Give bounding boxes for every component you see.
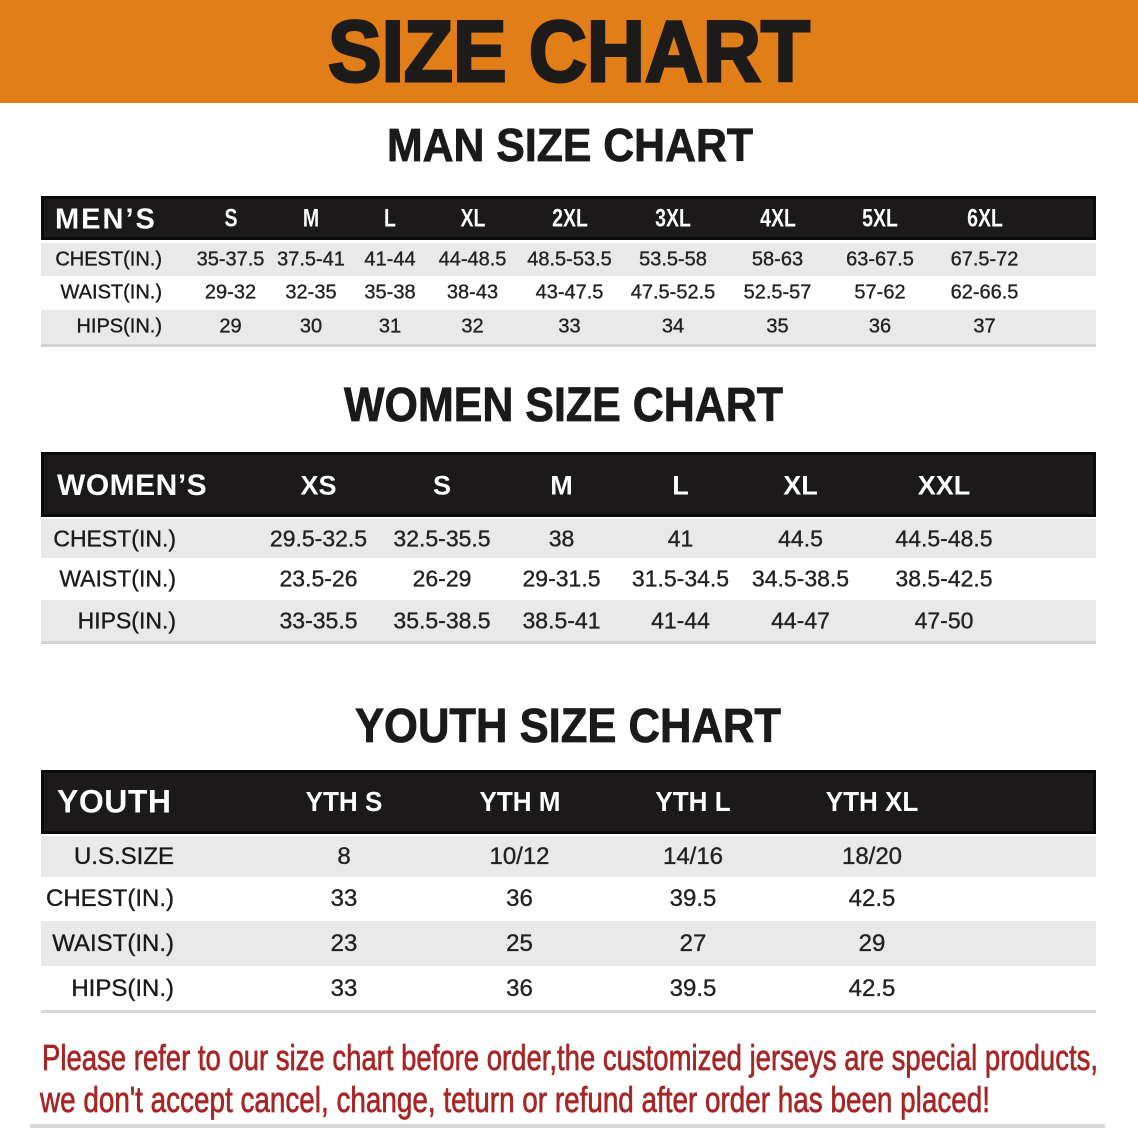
svg-text:SIZE CHART: SIZE CHART <box>328 4 810 100</box>
svg-text:MAN SIZE CHART: MAN SIZE CHART <box>387 119 753 171</box>
svg-text:WOMEN SIZE CHART: WOMEN SIZE CHART <box>344 379 783 432</box>
svg-text:Please refer to our size chart: Please refer to our size chart before or… <box>42 1037 1098 1078</box>
svg-text:we don't accept cancel, change: we don't accept cancel, change, teturn o… <box>39 1079 990 1120</box>
svg-text:YOUTH SIZE CHART: YOUTH SIZE CHART <box>355 700 781 753</box>
